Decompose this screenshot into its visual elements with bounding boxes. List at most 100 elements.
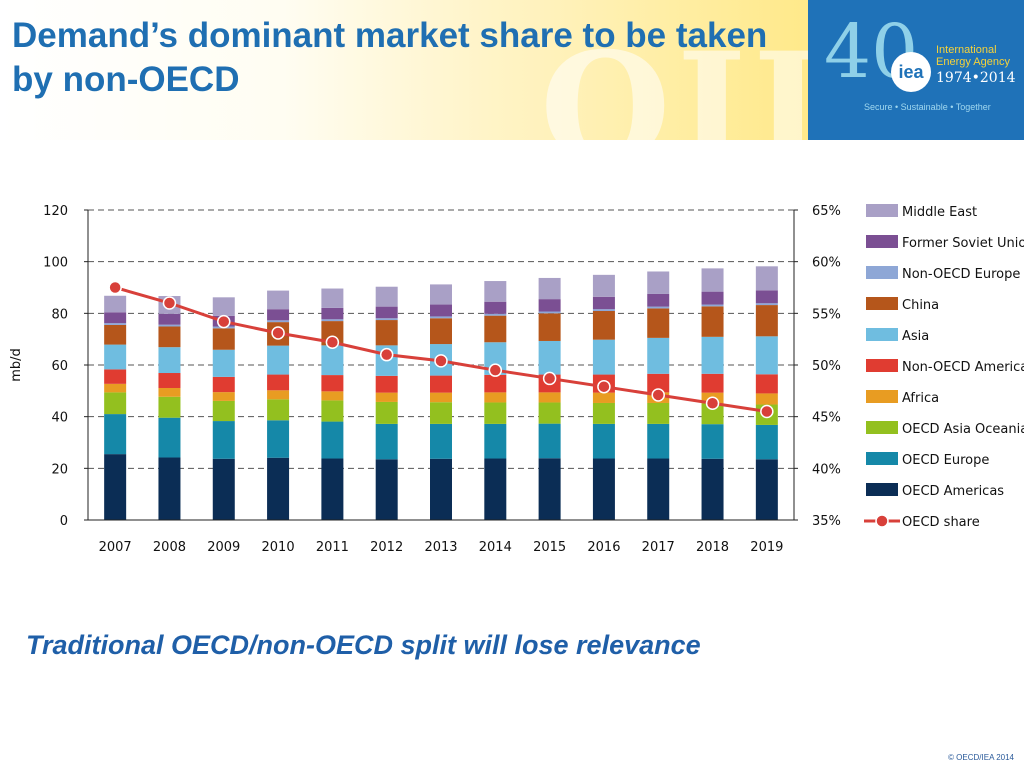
bar-segment-oecd-americas: [104, 454, 127, 520]
bar-segment-non-oecd-europe: [538, 311, 561, 314]
legend-swatch-non-oecd-europe: [866, 266, 898, 279]
bar-segment-non-oecd-europe: [158, 324, 181, 327]
logo-iea-mark: iea: [891, 52, 931, 92]
bar-segment-asia: [267, 345, 290, 375]
oecd-share-point: [271, 326, 285, 340]
bar-segment-non-oecd-europe: [755, 303, 778, 306]
legend-label-oecd-americas: OECD Americas: [902, 484, 1004, 499]
bar-segment-oecd-asia-oceania: [538, 402, 561, 424]
y-tick-label: 60: [51, 359, 68, 374]
x-tick-label: 2014: [479, 540, 512, 555]
bar-segment-oecd-asia-oceania: [321, 400, 344, 422]
legend-swatch-africa: [866, 390, 898, 403]
bar-segment-china: [430, 318, 452, 345]
bar-segment-oecd-europe: [321, 421, 344, 459]
bar-segment-former-soviet-union: [755, 290, 778, 304]
bar-segment-africa: [212, 392, 235, 401]
oecd-share-point: [434, 354, 448, 368]
x-tick-label: 2011: [316, 540, 349, 555]
bar-segment-africa: [104, 383, 127, 393]
bar-segment-non-oecd-americas: [212, 376, 235, 393]
bar-segment-non-oecd-europe: [701, 304, 724, 307]
bar-segment-oecd-asia-oceania: [104, 392, 127, 415]
legend-swatch-asia: [866, 328, 898, 341]
bar-segment-middle-east: [484, 281, 507, 302]
bar-segment-middle-east: [321, 288, 344, 308]
oecd-share-point: [325, 335, 340, 350]
bar-segment-africa: [321, 391, 344, 401]
bar-segment-oecd-americas: [538, 458, 561, 520]
bar-segment-non-oecd-europe: [267, 320, 290, 323]
bar-segment-non-oecd-americas: [321, 375, 344, 392]
bar-segment-africa: [484, 392, 507, 403]
bar-segment-oecd-americas: [375, 459, 398, 520]
legend-swatch-oecd-asia-oceania: [866, 421, 898, 434]
logo-org-line2: Energy Agency: [936, 56, 1010, 68]
bar-segment-oecd-europe: [484, 423, 507, 459]
bar-segment-oecd-americas: [158, 457, 181, 520]
bar-segment-oecd-europe: [755, 424, 778, 460]
y-tick-label: 120: [43, 204, 68, 219]
legend-swatch-former-soviet-union: [866, 235, 898, 248]
bar-segment-middle-east: [430, 284, 452, 305]
bar-segment-non-oecd-americas: [104, 369, 127, 384]
bar-segment-china: [538, 313, 561, 341]
slide-header: OIL Demand’s dominant market share to be…: [0, 0, 808, 140]
x-tick-label: 2015: [533, 540, 566, 555]
bar-segment-former-soviet-union: [647, 293, 670, 307]
oecd-share-point: [651, 388, 665, 402]
copyright-notice: © OECD/IEA 2014: [948, 753, 1014, 762]
y-axis-label: mb/d: [9, 348, 24, 382]
bar-segment-oecd-asia-oceania: [647, 402, 670, 424]
bar-segment-oecd-americas: [430, 458, 452, 520]
bar-segment-non-oecd-americas: [267, 374, 290, 391]
bar-segment-china: [592, 311, 615, 340]
bar-segment-middle-east: [267, 290, 290, 310]
slide-title: Demand’s dominant market share to be tak…: [12, 16, 768, 99]
oecd-share-point: [597, 379, 611, 394]
bar-segment-oecd-asia-oceania: [267, 399, 290, 421]
bar-segment-non-oecd-americas: [158, 373, 181, 388]
logo-org-line1: International: [936, 44, 997, 56]
bar-segment-china: [158, 326, 181, 348]
bar-segment-asia: [104, 344, 127, 370]
oecd-share-point: [760, 404, 774, 419]
legend-label-non-oecd-europe: Non-OECD Europe: [902, 267, 1020, 282]
bar-segment-asia: [158, 347, 181, 374]
legend-swatch-oecd-europe: [866, 452, 898, 465]
y2-tick-label: 60%: [812, 256, 841, 271]
legend-label-oecd-europe: OECD Europe: [902, 453, 989, 468]
bar-segment-former-soviet-union: [267, 309, 290, 321]
slide-subtitle: Traditional OECD/non-OECD split will los…: [26, 630, 701, 660]
bar-segment-oecd-europe: [592, 423, 615, 459]
bar-segment-asia: [538, 340, 561, 375]
legend-label-africa: Africa: [902, 391, 939, 406]
bar-segment-former-soviet-union: [104, 312, 127, 324]
y-tick-label: 0: [60, 514, 68, 529]
y-tick-label: 100: [43, 256, 68, 271]
x-tick-label: 2012: [370, 540, 403, 555]
bar-segment-non-oecd-americas: [430, 375, 452, 393]
oecd-share-point: [108, 280, 122, 295]
oecd-share-point: [217, 314, 231, 329]
bar-segment-oecd-americas: [755, 459, 778, 520]
bar-segment-asia: [592, 339, 615, 375]
bar-segment-former-soviet-union: [375, 306, 398, 319]
bar-segment-africa: [538, 392, 561, 403]
logo-organization-name: International Energy Agency: [936, 44, 1010, 68]
bar-segment-africa: [158, 387, 181, 397]
legend-label-oecd-share: OECD share: [902, 515, 980, 530]
x-tick-label: 2017: [642, 540, 675, 555]
y2-tick-label: 50%: [812, 359, 841, 374]
bar-segment-africa: [430, 392, 452, 403]
legend-label-non-oecd-americas: Non-OECD Americas: [902, 360, 1024, 375]
bar-segment-middle-east: [375, 286, 398, 307]
chart-legend: Middle East Former Soviet Union Non-OECD E…: [864, 204, 1024, 530]
x-tick-label: 2016: [587, 540, 620, 555]
bar-segment-former-soviet-union: [321, 307, 344, 320]
x-tick-label: 2008: [153, 540, 186, 555]
bar-segment-oecd-americas: [212, 458, 235, 520]
bar-segment-oecd-europe: [212, 421, 235, 459]
bar-segment-oecd-americas: [647, 458, 670, 520]
bar-segment-africa: [375, 392, 398, 402]
